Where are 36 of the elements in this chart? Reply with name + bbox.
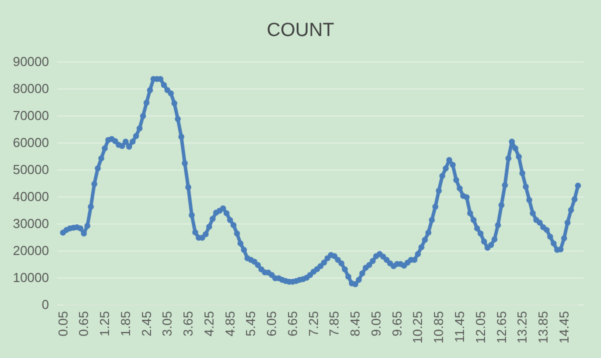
x-tick-label: 6.65: [284, 311, 300, 336]
x-tick-label: 1.25: [97, 311, 112, 336]
x-tick-label: 10.25: [410, 311, 426, 344]
x-tick-label: 4.25: [201, 311, 216, 336]
y-tick-label: 70000: [12, 108, 49, 124]
y-tick-label: 40000: [12, 189, 49, 204]
y-tick-label: 10000: [12, 270, 49, 286]
x-tick-label: 3.05: [160, 311, 175, 336]
y-tick-label: 80000: [12, 81, 49, 96]
x-tick-label: 6.05: [264, 311, 280, 336]
y-tick-label: 30000: [12, 216, 49, 232]
y-tick-label: 0: [42, 297, 49, 312]
x-tick-label: 3.65: [180, 311, 196, 336]
x-tick-label: 12.65: [494, 311, 509, 344]
x-tick-label: 7.25: [306, 311, 321, 336]
x-tick-label: 9.05: [368, 311, 384, 336]
y-tick-label: 50000: [12, 162, 49, 178]
x-tick-label: 12.05: [472, 311, 488, 344]
x-tick-label: 5.45: [243, 311, 258, 336]
x-tick-label: 11.45: [452, 311, 467, 343]
x-tick-label: 0.65: [76, 311, 92, 336]
x-tick-label: 14.45: [556, 311, 572, 344]
y-tick-label: 20000: [12, 243, 49, 258]
x-tick-label: 4.85: [222, 311, 238, 336]
x-tick-label: 8.45: [348, 311, 363, 336]
x-tick-label: 7.85: [326, 311, 342, 336]
y-tick-label: 60000: [12, 135, 49, 150]
x-tick-label: 10.85: [431, 311, 446, 344]
y-tick-label: 90000: [12, 54, 49, 70]
x-tick-label: 2.45: [138, 311, 154, 336]
x-tick-label: 9.65: [389, 311, 404, 336]
x-tick-label: 1.85: [118, 311, 133, 336]
chart-title: COUNT: [266, 20, 335, 41]
x-tick-label: 13.25: [514, 311, 530, 344]
x-tick-label: 13.85: [536, 311, 551, 344]
x-tick-label: 0.05: [55, 311, 70, 336]
